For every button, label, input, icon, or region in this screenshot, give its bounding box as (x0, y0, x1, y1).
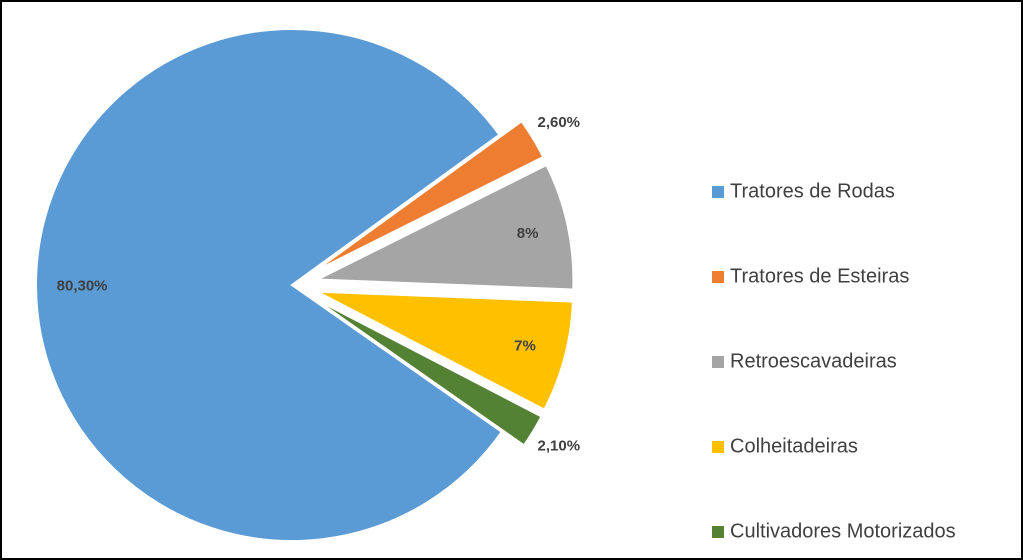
pie-slice (313, 119, 545, 273)
legend-label: Tratores de Rodas (730, 180, 895, 202)
legend-label: Retroescavadeiras (730, 350, 897, 372)
legend-label: Colheitadeiras (730, 435, 858, 457)
data-label: 2,60% (537, 114, 580, 131)
legend-swatch (712, 526, 724, 538)
legend-label: Tratores de Esteiras (730, 265, 909, 287)
legend-swatch (712, 441, 724, 453)
data-label: 2,10% (538, 438, 581, 455)
data-label: 7% (514, 338, 536, 355)
pie-slice (316, 163, 575, 291)
data-label: 80,30% (57, 278, 108, 295)
pie-slice (35, 28, 504, 542)
legend-swatch (712, 271, 724, 283)
data-label: 8% (517, 225, 539, 242)
pie-slice (313, 297, 543, 447)
legend-swatch (712, 356, 724, 368)
legend-swatch (712, 186, 724, 198)
pie-slice (316, 290, 574, 411)
legend-label: Cultivadores Motorizados (730, 520, 956, 542)
